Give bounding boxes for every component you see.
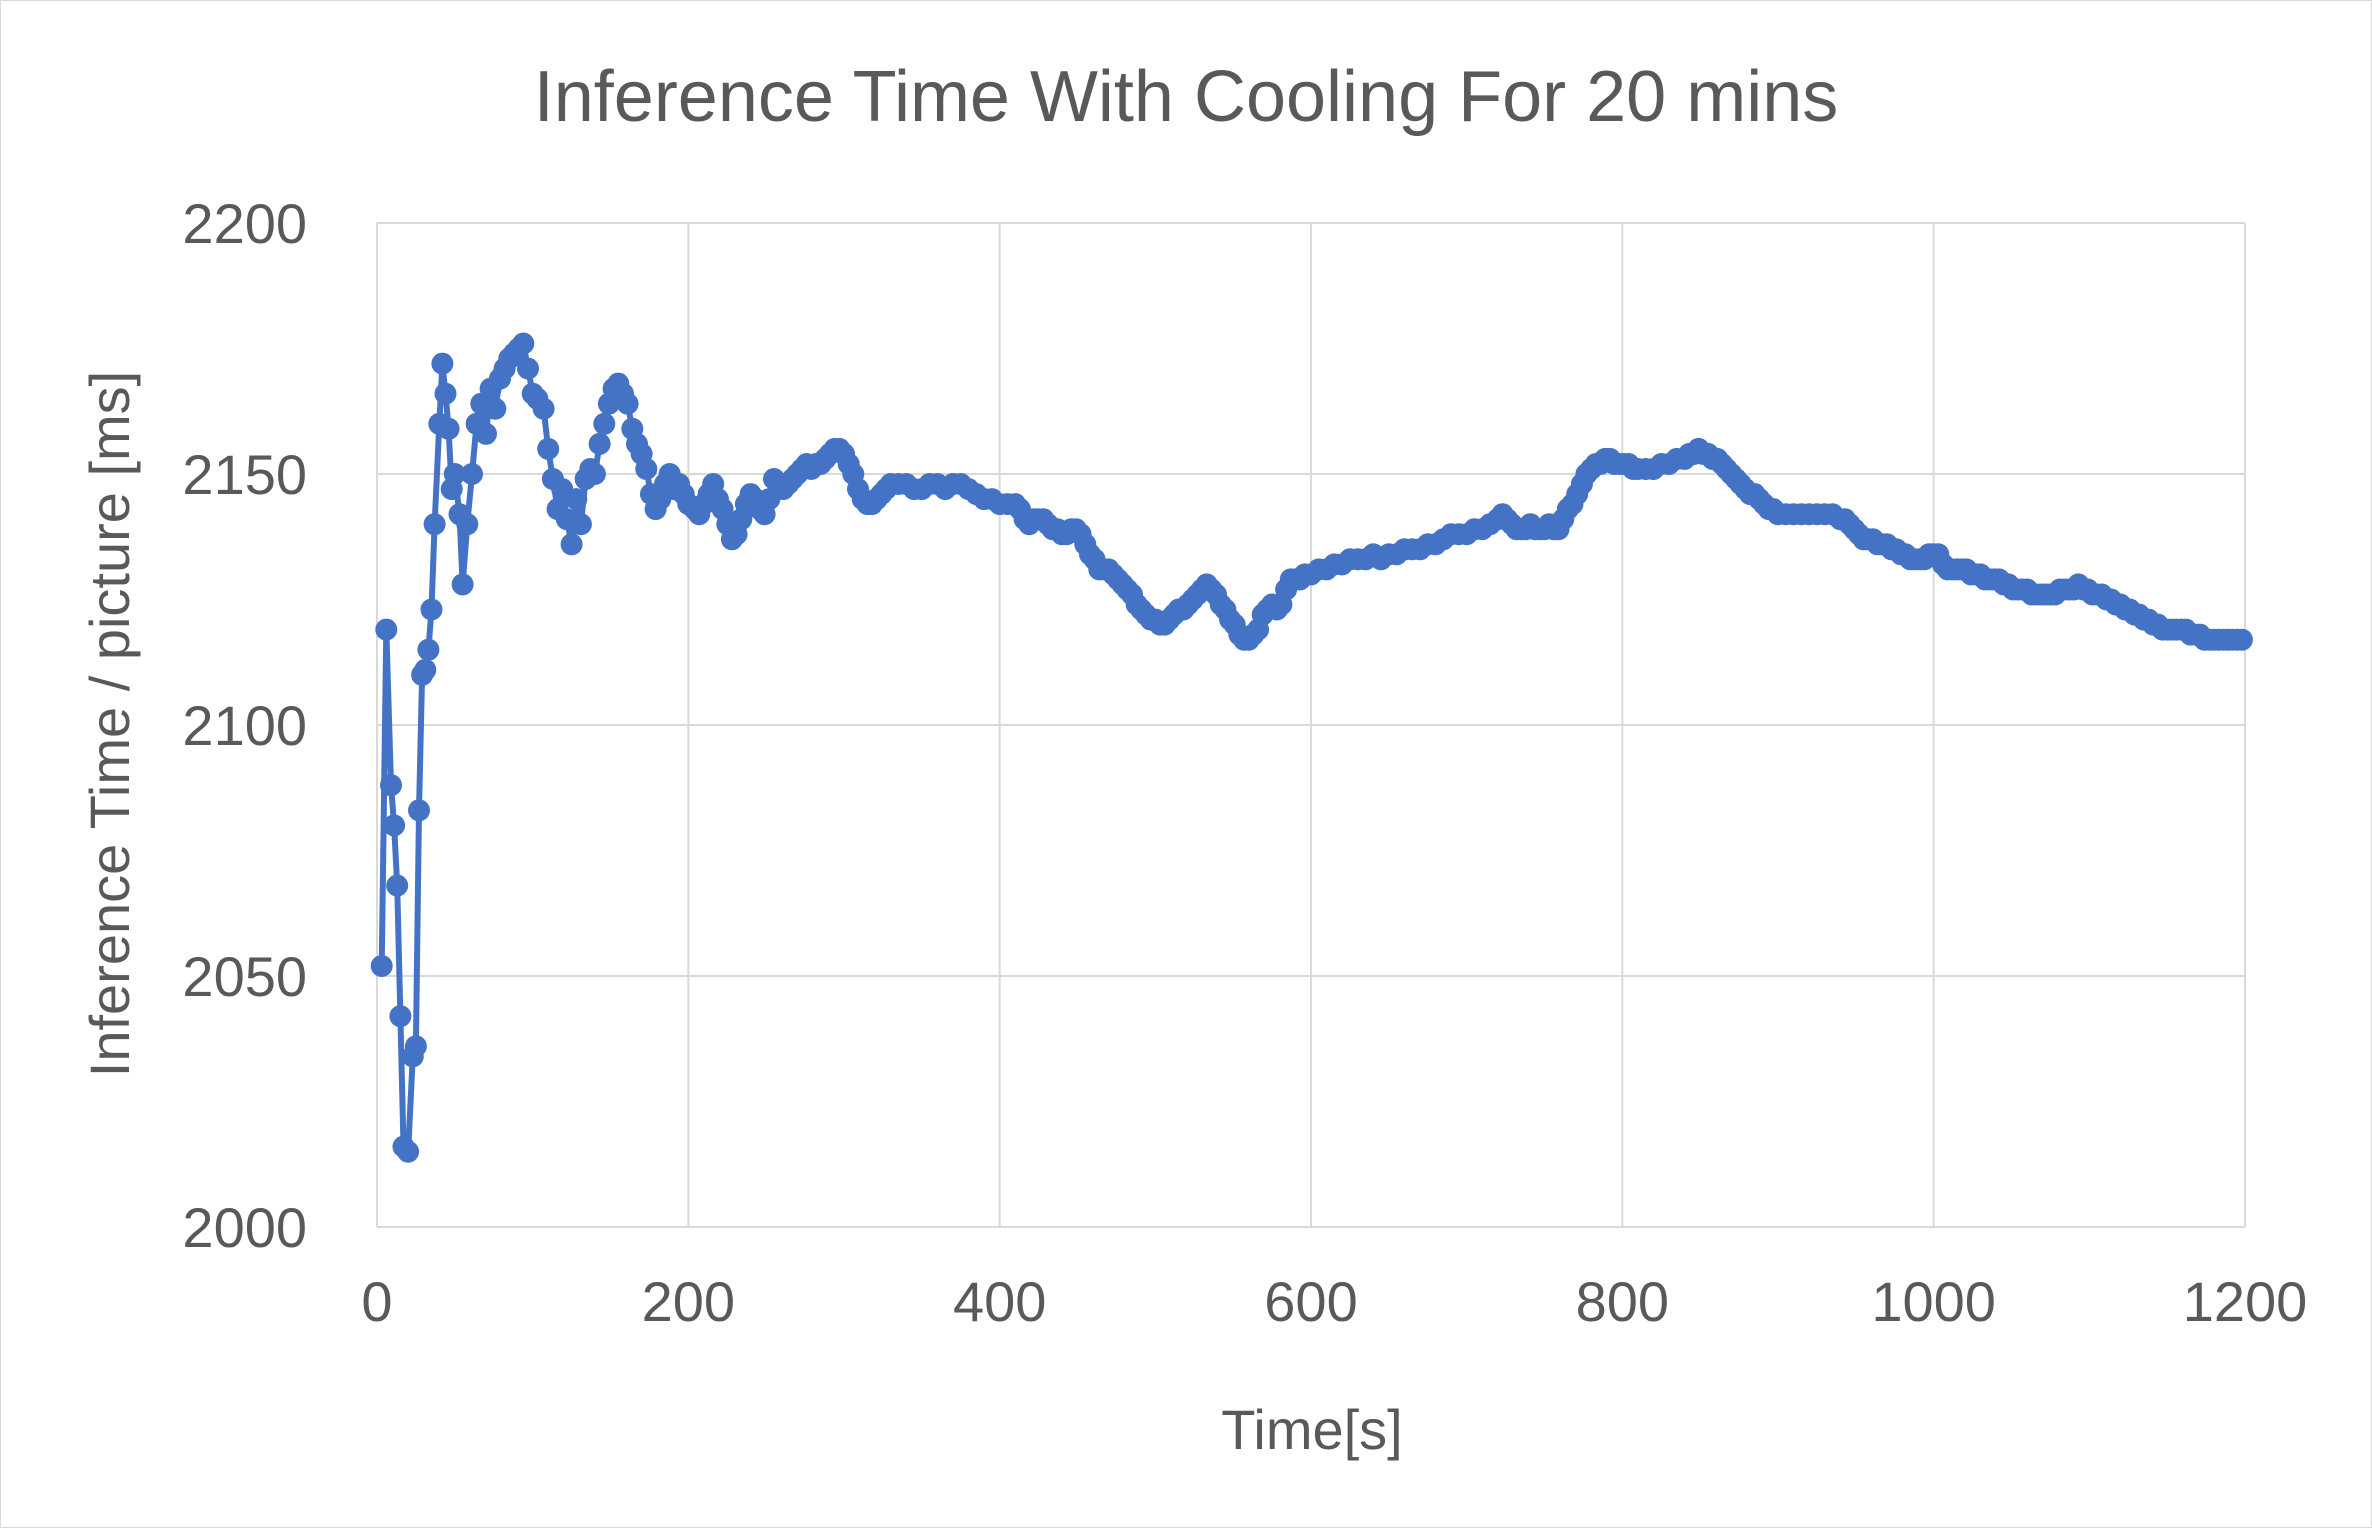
y-tick-label-2: 2100 bbox=[182, 694, 307, 757]
data-point-4 bbox=[386, 874, 409, 897]
data-point-18 bbox=[434, 382, 457, 405]
data-point-41 bbox=[537, 437, 560, 460]
data-point-48 bbox=[569, 513, 592, 536]
data-point-46 bbox=[560, 533, 583, 556]
x-tick-label-2: 400 bbox=[953, 1270, 1046, 1333]
data-point-2 bbox=[380, 774, 402, 797]
y-tick-label-4: 2200 bbox=[182, 192, 307, 255]
x-tick-label-4: 800 bbox=[1576, 1270, 1669, 1333]
x-tick-label-1: 200 bbox=[642, 1270, 735, 1333]
data-point-1 bbox=[375, 618, 398, 641]
series-layer bbox=[370, 332, 2253, 1163]
data-point-3 bbox=[383, 814, 406, 837]
data-point-0 bbox=[370, 955, 393, 977]
x-tick-label-3: 600 bbox=[1264, 1270, 1357, 1333]
data-point-19 bbox=[437, 417, 460, 440]
data-point-28 bbox=[475, 422, 497, 445]
chart-title: Inference Time With Cooling For 20 mins bbox=[534, 57, 1839, 137]
data-point-24 bbox=[456, 513, 479, 536]
data-point-30 bbox=[484, 397, 507, 420]
x-tick-label-0: 0 bbox=[361, 1270, 392, 1333]
data-point-25 bbox=[461, 463, 483, 485]
x-tick-label-5: 1000 bbox=[1871, 1270, 1996, 1333]
data-point-37 bbox=[517, 357, 539, 380]
data-point-51 bbox=[583, 463, 606, 485]
data-point-36 bbox=[512, 332, 535, 355]
data-point-52 bbox=[588, 432, 611, 455]
data-point-14 bbox=[420, 598, 443, 621]
data-point-13 bbox=[417, 638, 440, 661]
data-point-15 bbox=[423, 513, 446, 536]
x-axis-title: Time[s] bbox=[1221, 1398, 1402, 1461]
x-tick-label-6: 1200 bbox=[2183, 1270, 2308, 1333]
data-point-5 bbox=[389, 1005, 412, 1028]
y-axis-title: Inference Time / picture [ms] bbox=[78, 371, 141, 1077]
data-point-367 bbox=[2230, 628, 2253, 651]
data-point-21 bbox=[443, 463, 466, 485]
data-point-9 bbox=[404, 1035, 427, 1058]
y-tick-label-1: 2050 bbox=[182, 945, 307, 1008]
data-point-17 bbox=[431, 352, 454, 375]
data-point-12 bbox=[414, 658, 437, 681]
data-point-7 bbox=[397, 1140, 420, 1163]
data-point-47 bbox=[565, 488, 588, 511]
data-point-53 bbox=[593, 412, 616, 435]
grid-layer bbox=[376, 222, 2246, 1228]
data-point-40 bbox=[532, 397, 555, 420]
data-point-10 bbox=[408, 799, 430, 822]
y-tick-label-3: 2150 bbox=[182, 443, 307, 506]
data-point-58 bbox=[616, 392, 639, 415]
y-tick-label-0: 2000 bbox=[182, 1196, 307, 1259]
tick-layer: 2000 2050 2100 2150 2200 0 200 400 600 800 1000 120… bbox=[182, 192, 2307, 1333]
data-point-23 bbox=[451, 573, 474, 596]
data-point-62 bbox=[635, 458, 658, 480]
